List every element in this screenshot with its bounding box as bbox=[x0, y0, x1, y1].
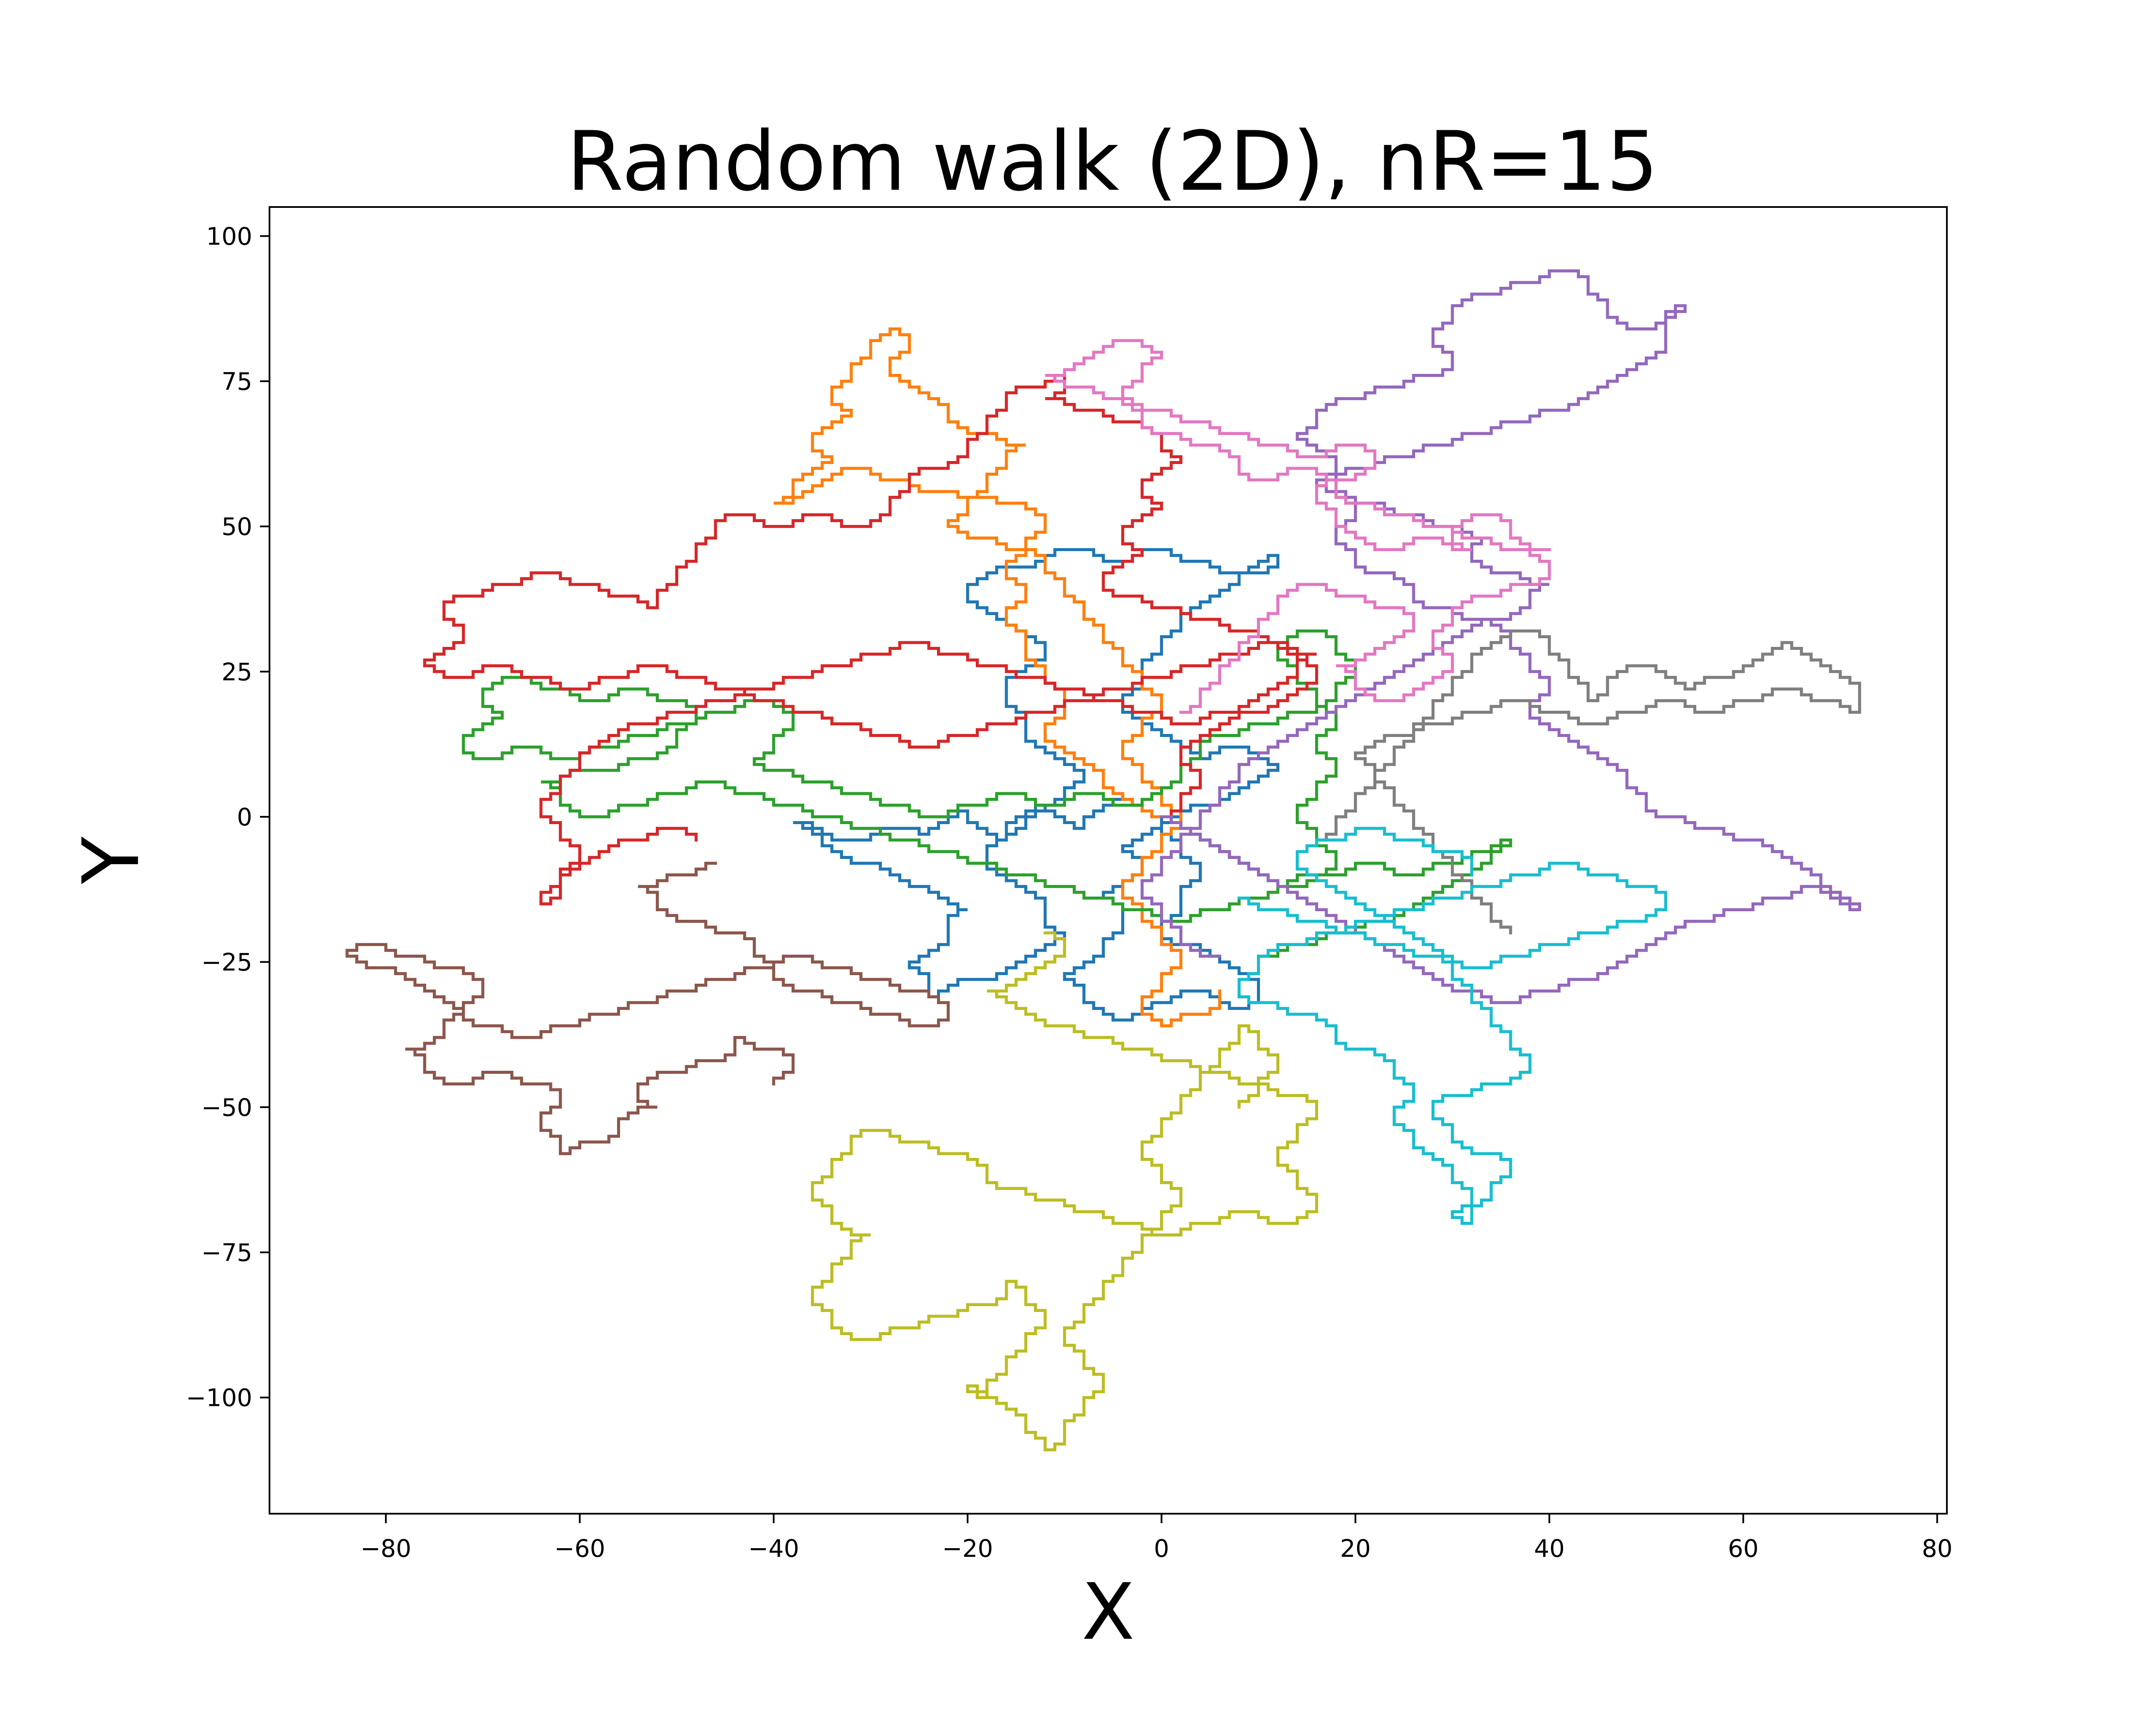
y-tick-label: −100 bbox=[186, 1384, 252, 1412]
x-tick-label: 60 bbox=[1728, 1535, 1758, 1563]
x-tick-label: 40 bbox=[1534, 1535, 1564, 1563]
x-axis-label: X bbox=[1081, 1567, 1134, 1657]
walk-series-9 bbox=[811, 931, 1318, 1452]
walk-series-2 bbox=[774, 327, 1222, 1028]
y-tick-label: 100 bbox=[206, 223, 252, 251]
x-tick-label: 20 bbox=[1340, 1535, 1371, 1563]
walk-series-5 bbox=[1141, 269, 1861, 1004]
x-tick-label: −80 bbox=[360, 1535, 411, 1563]
y-axis-label: Y bbox=[66, 836, 157, 884]
x-tick-label: 0 bbox=[1154, 1535, 1169, 1563]
walk-series-3 bbox=[462, 629, 1512, 958]
walk-series-8 bbox=[1315, 629, 1861, 935]
y-tick-label: −25 bbox=[201, 949, 252, 977]
y-tick-label: −50 bbox=[201, 1094, 252, 1122]
walk-series-6 bbox=[345, 862, 950, 1155]
y-axis: −100 −75 −50 −25 0 25 50 75 100 bbox=[186, 223, 270, 1412]
y-tick-label: 0 bbox=[237, 803, 252, 831]
x-tick-label: −60 bbox=[554, 1535, 605, 1563]
walk-series-7 bbox=[1045, 339, 1551, 714]
series-layer bbox=[345, 269, 1861, 1452]
chart-title: Random walk (2D), nR=15 bbox=[567, 114, 1658, 209]
y-tick-label: 75 bbox=[222, 368, 252, 396]
x-axis: −80 −60 −40 −20 0 20 40 60 80 bbox=[360, 1514, 1952, 1563]
y-tick-label: 25 bbox=[222, 658, 252, 686]
y-tick-label: −75 bbox=[201, 1239, 252, 1267]
plot-area-frame bbox=[269, 206, 1948, 1515]
x-tick-label: −20 bbox=[942, 1535, 993, 1563]
walk-series-4 bbox=[423, 374, 1318, 906]
y-tick-label: 50 bbox=[222, 513, 252, 541]
x-tick-label: 80 bbox=[1922, 1535, 1952, 1563]
x-tick-label: −40 bbox=[748, 1535, 799, 1563]
walk-series-10 bbox=[1238, 827, 1667, 1225]
